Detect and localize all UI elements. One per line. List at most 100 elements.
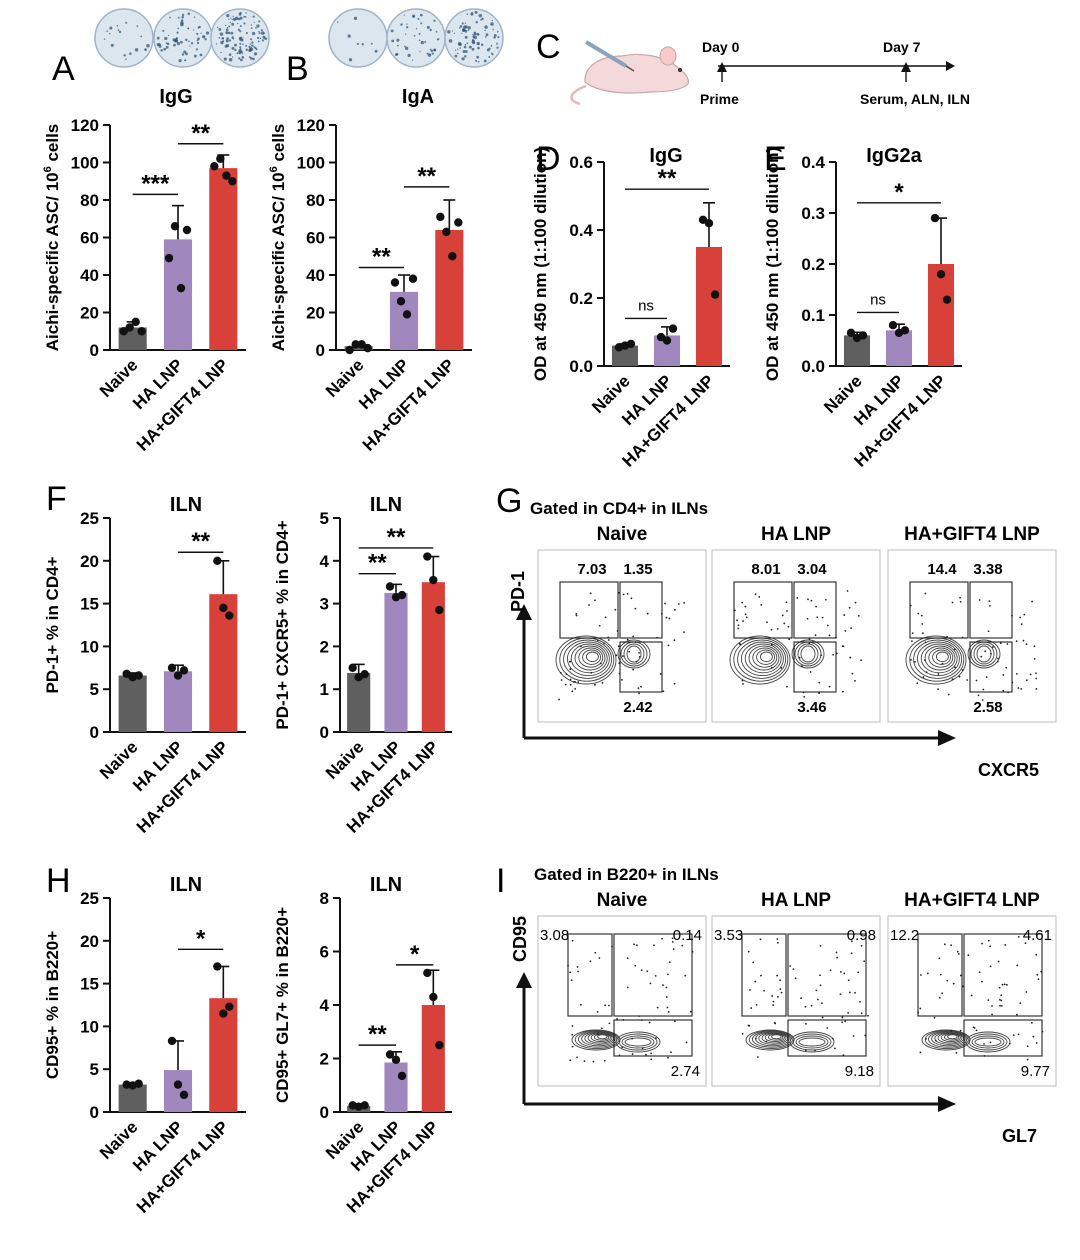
elispot-spot: [248, 56, 251, 58]
flow-contour: [967, 639, 1001, 669]
elispot-spot: [228, 57, 233, 62]
flow-event: [749, 989, 751, 991]
elispot-spot: [243, 22, 246, 25]
bar-naive: [344, 346, 373, 350]
data-point: [125, 323, 134, 332]
elispot-spot: [117, 29, 120, 32]
data-point: [436, 212, 445, 222]
flow-event: [742, 620, 744, 623]
elispot-spot: [457, 52, 459, 55]
flow-event: [635, 944, 638, 947]
flow-event: [829, 969, 832, 972]
flow-event: [800, 997, 802, 1000]
flow-event: [671, 941, 674, 943]
y-tick-label: 2: [320, 637, 329, 656]
flow-event: [978, 971, 981, 974]
flow-event: [939, 973, 942, 976]
flow-event: [953, 648, 956, 651]
flow-event: [950, 944, 953, 947]
elispot-spot: [466, 42, 469, 45]
elispot-spot: [189, 45, 191, 47]
panel-letter-h: H: [46, 862, 71, 900]
data-point: [176, 283, 186, 293]
flow-event: [998, 986, 1001, 989]
elispot-spot: [430, 49, 434, 53]
y-tick-label: 20: [306, 304, 325, 323]
elispot-spot: [240, 58, 243, 62]
elispot-spot: [264, 37, 268, 40]
elispot-spot: [165, 45, 169, 49]
flow-event: [854, 601, 857, 604]
gate-upper-left: [741, 933, 787, 1017]
flow-g-title: Gated in CD4+ in ILNs: [530, 499, 708, 518]
panel-letter-i: I: [496, 862, 505, 900]
significance-label: **: [417, 163, 436, 190]
elispot-spot: [238, 50, 242, 55]
flow-event: [844, 630, 847, 632]
flow-event: [683, 602, 685, 604]
flow-event: [608, 1022, 611, 1025]
elispot-spot: [258, 30, 260, 33]
elispot-spot: [477, 46, 480, 50]
significance-label: *: [196, 925, 206, 952]
flow-event: [1002, 674, 1005, 676]
flow-event: [779, 988, 782, 991]
flow-event: [1017, 935, 1020, 938]
flow-contour: [748, 1030, 793, 1050]
flow-event: [1026, 1045, 1029, 1048]
flow-contour: [555, 635, 617, 685]
elispot-spot: [231, 22, 235, 26]
flow-event: [659, 673, 662, 675]
data-point: [182, 225, 192, 235]
flow-contour: [740, 641, 784, 677]
elispot-spot: [454, 54, 458, 58]
flow-event: [646, 612, 649, 615]
flow-event: [631, 1037, 633, 1040]
gate-upper-left: [733, 581, 793, 639]
flow-event: [847, 979, 850, 982]
flow-event: [742, 683, 744, 685]
flow-event: [670, 1051, 672, 1054]
flow-event: [981, 942, 983, 945]
elispot-spot: [491, 53, 494, 56]
flow-event: [1025, 991, 1028, 993]
flow-event: [598, 957, 601, 959]
chart-title: IgG2a: [866, 145, 922, 167]
flow-event: [789, 965, 792, 967]
flow-event: [684, 974, 687, 977]
data-point: [942, 295, 952, 304]
significance-label: **: [387, 524, 406, 551]
flow-event: [597, 1033, 599, 1036]
y-tick-label: 20: [80, 304, 99, 323]
flow-event: [571, 690, 574, 693]
elispot-spot: [447, 30, 451, 34]
flow-event: [640, 969, 643, 972]
y-tick-label: 25: [80, 509, 99, 528]
flow-event: [653, 944, 655, 947]
flow-event: [754, 593, 757, 596]
elispot-spot: [485, 33, 489, 37]
elispot-spot: [253, 21, 255, 24]
elispot-wells-iga: [328, 8, 504, 68]
chart-title: ILN: [170, 494, 202, 516]
elispot-spot: [419, 13, 423, 17]
elispot-spot: [200, 32, 202, 34]
data-point: [164, 253, 174, 263]
flow-contour: [615, 1031, 661, 1053]
flow-event: [1005, 666, 1008, 669]
elispot-spot: [230, 17, 232, 19]
elispot-spot: [239, 30, 242, 33]
flow-event: [579, 645, 582, 648]
data-point: [360, 670, 369, 679]
gate-lower-right: [787, 1019, 867, 1057]
flow-event: [987, 630, 990, 633]
elispot-spot: [180, 21, 184, 25]
panel-letter-g: G: [496, 482, 522, 520]
y-tick-label: 0.4: [801, 153, 825, 172]
elispot-spot: [484, 36, 487, 38]
flow-event: [828, 634, 831, 637]
flow-event: [914, 660, 916, 663]
flow-event: [569, 1059, 572, 1062]
